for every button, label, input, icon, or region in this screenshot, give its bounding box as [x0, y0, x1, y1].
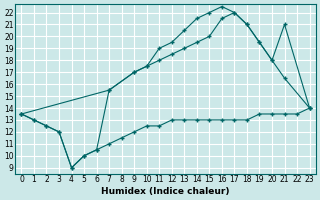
X-axis label: Humidex (Indice chaleur): Humidex (Indice chaleur) — [101, 187, 230, 196]
